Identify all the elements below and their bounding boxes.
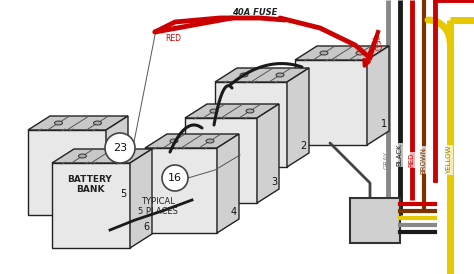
Ellipse shape bbox=[320, 51, 328, 55]
Ellipse shape bbox=[170, 139, 178, 143]
Text: RED: RED bbox=[408, 153, 414, 167]
Text: 4: 4 bbox=[231, 207, 237, 217]
Text: 1: 1 bbox=[381, 119, 387, 129]
Polygon shape bbox=[215, 82, 287, 167]
Polygon shape bbox=[367, 46, 389, 145]
Polygon shape bbox=[185, 118, 257, 203]
Ellipse shape bbox=[246, 109, 254, 113]
Polygon shape bbox=[28, 116, 128, 130]
Text: 5: 5 bbox=[120, 189, 126, 199]
Text: 2: 2 bbox=[301, 141, 307, 151]
Polygon shape bbox=[145, 148, 217, 233]
Circle shape bbox=[162, 165, 188, 191]
Polygon shape bbox=[215, 68, 309, 82]
Text: BATTERY
BANK: BATTERY BANK bbox=[68, 175, 112, 194]
Ellipse shape bbox=[55, 121, 63, 125]
Polygon shape bbox=[52, 149, 152, 163]
Text: BROWN: BROWN bbox=[420, 147, 426, 173]
Polygon shape bbox=[106, 116, 128, 215]
Polygon shape bbox=[295, 46, 389, 60]
Ellipse shape bbox=[356, 51, 364, 55]
Ellipse shape bbox=[240, 73, 248, 77]
Polygon shape bbox=[130, 149, 152, 248]
Text: 6: 6 bbox=[144, 222, 150, 232]
Text: 40A FUSE: 40A FUSE bbox=[232, 8, 277, 17]
Text: BLACK: BLACK bbox=[396, 144, 402, 166]
Ellipse shape bbox=[79, 154, 86, 158]
Polygon shape bbox=[295, 60, 367, 145]
Text: 16: 16 bbox=[168, 173, 182, 183]
Text: 23: 23 bbox=[113, 143, 127, 153]
Polygon shape bbox=[185, 104, 279, 118]
Polygon shape bbox=[52, 163, 130, 248]
Ellipse shape bbox=[93, 121, 101, 125]
Text: TYPICAL
5 PLACES: TYPICAL 5 PLACES bbox=[138, 197, 178, 216]
Polygon shape bbox=[28, 130, 106, 215]
Ellipse shape bbox=[118, 154, 126, 158]
Polygon shape bbox=[287, 68, 309, 167]
Polygon shape bbox=[145, 134, 239, 148]
Text: 3: 3 bbox=[271, 177, 277, 187]
Polygon shape bbox=[217, 134, 239, 233]
Text: YELLOW: YELLOW bbox=[446, 146, 452, 174]
Text: GRAY: GRAY bbox=[384, 151, 390, 169]
FancyBboxPatch shape bbox=[350, 198, 400, 243]
Ellipse shape bbox=[206, 139, 214, 143]
Ellipse shape bbox=[210, 109, 218, 113]
Circle shape bbox=[105, 133, 135, 163]
Ellipse shape bbox=[276, 73, 284, 77]
Polygon shape bbox=[257, 104, 279, 203]
Text: RED: RED bbox=[368, 35, 381, 53]
Text: RED: RED bbox=[165, 34, 181, 43]
